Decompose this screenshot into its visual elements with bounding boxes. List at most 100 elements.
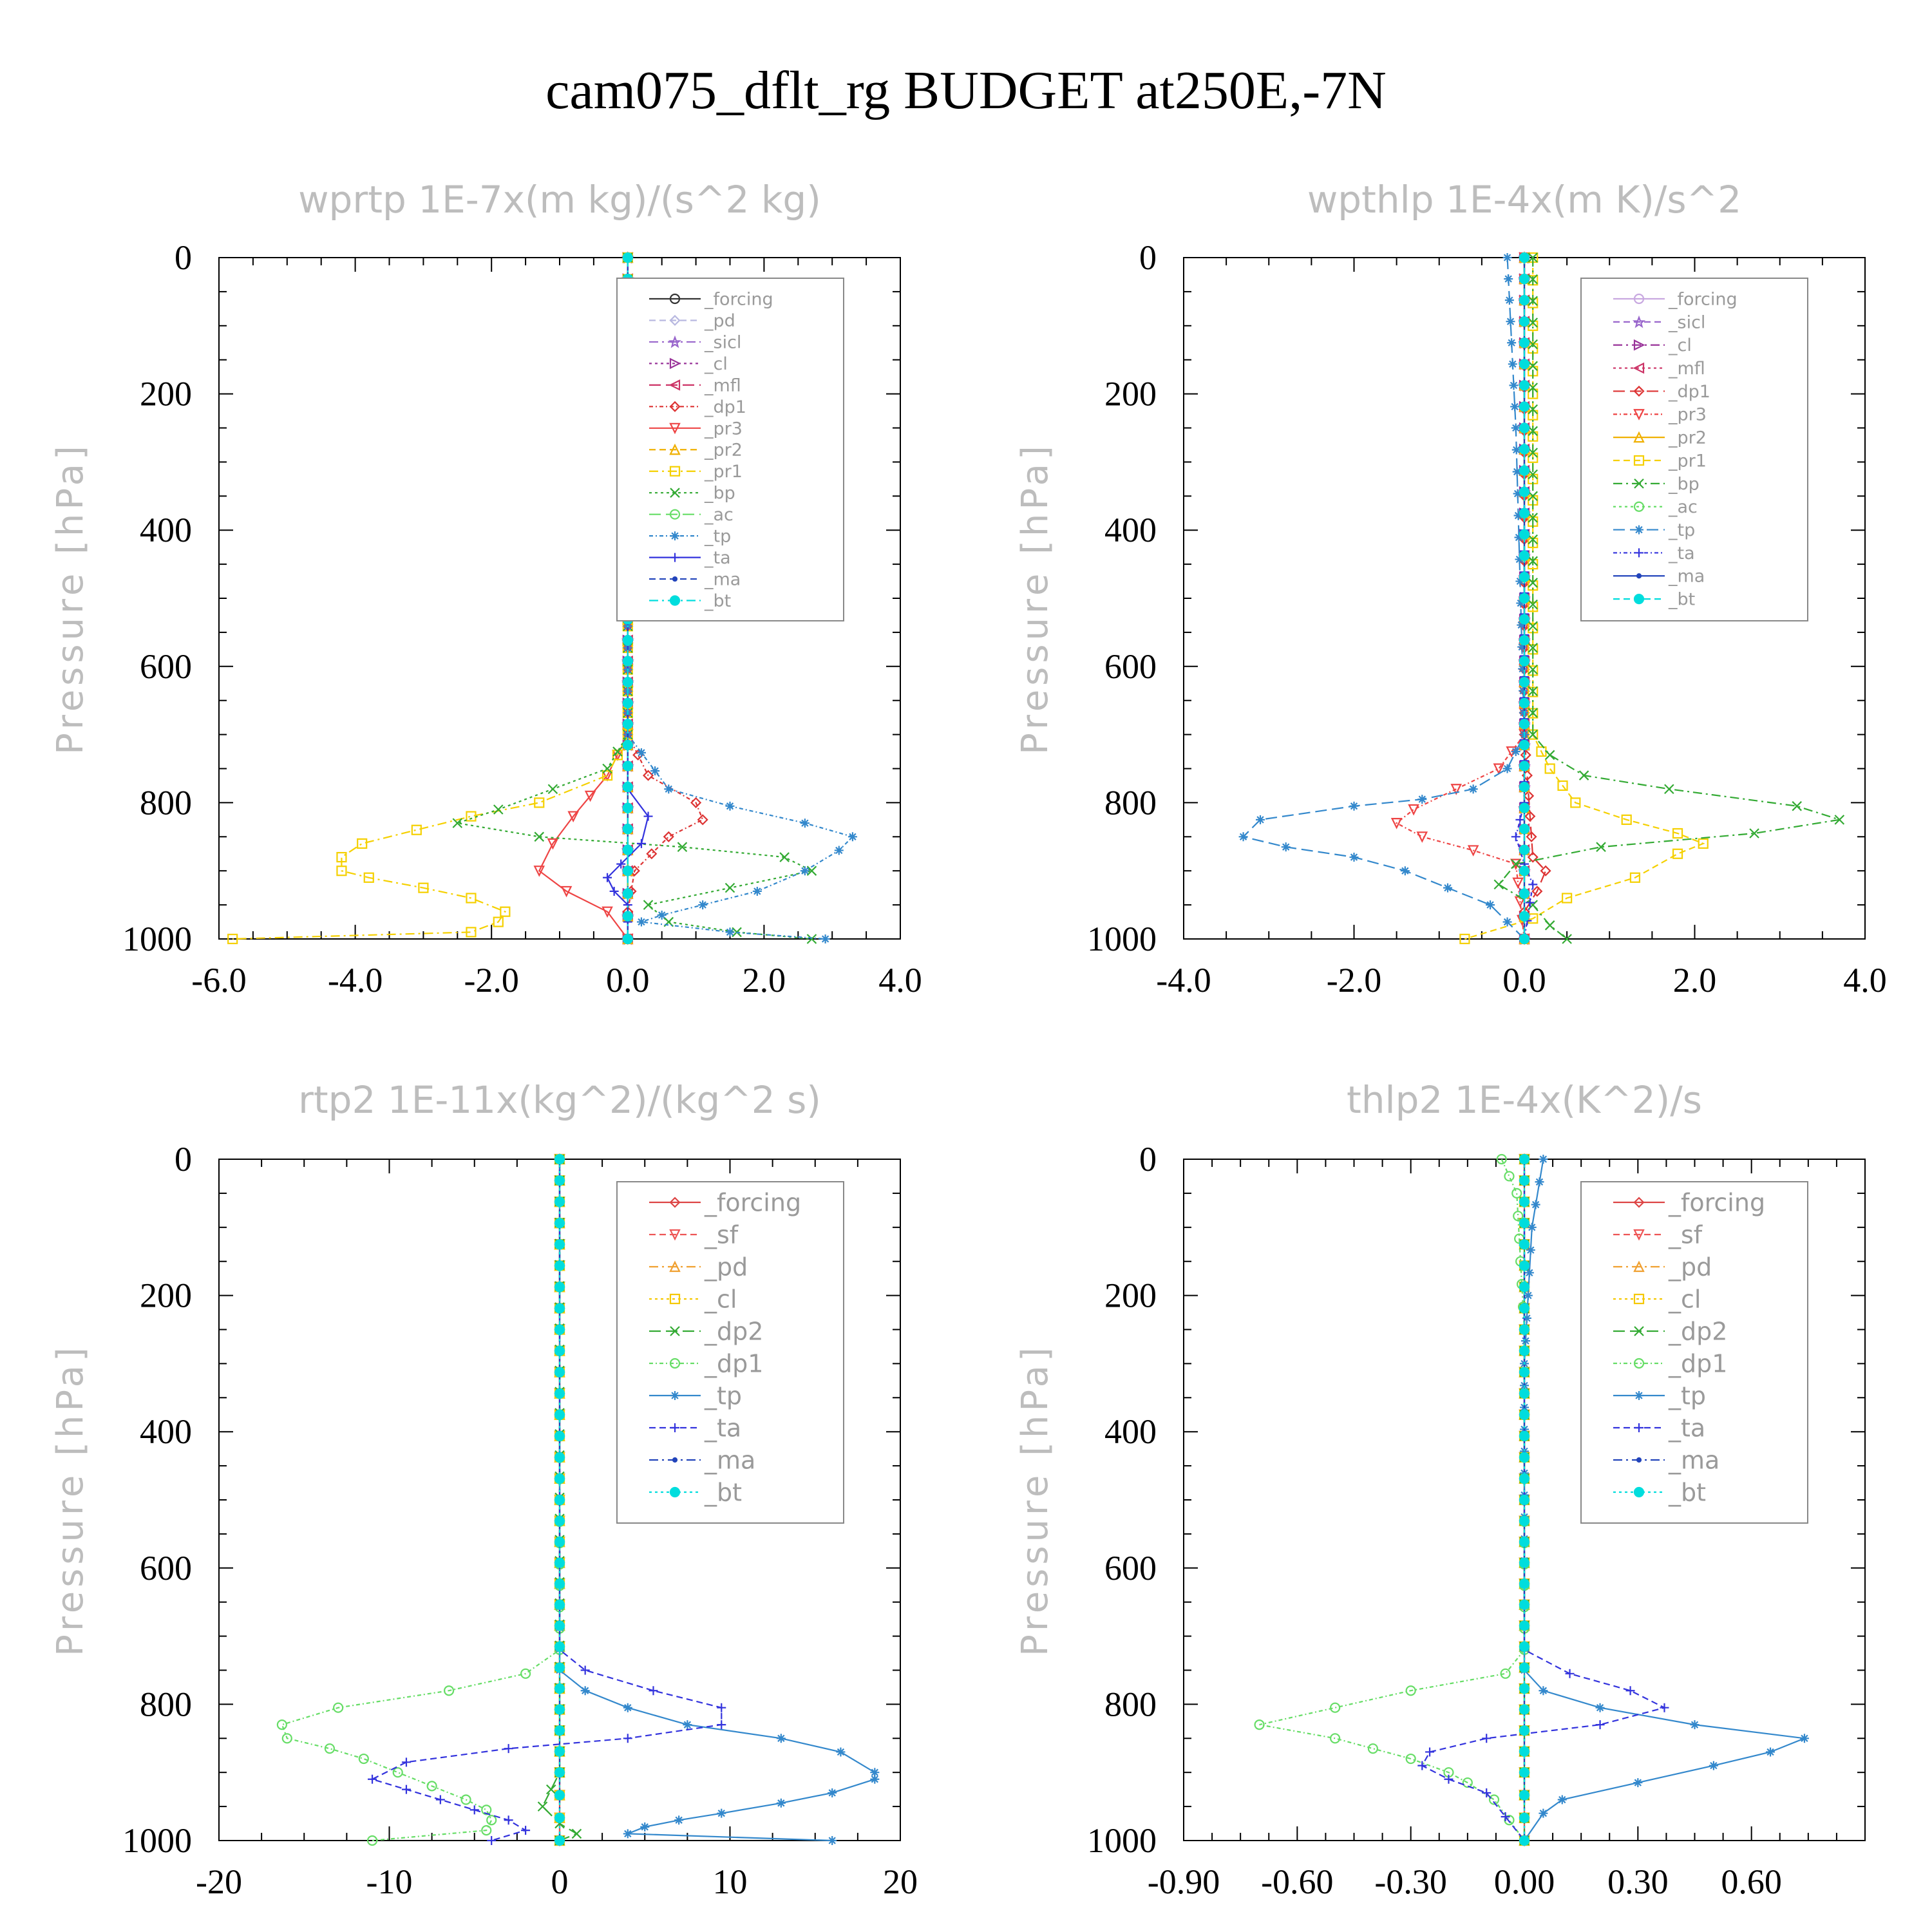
panel-3-legend-marker	[669, 1486, 681, 1498]
panel-3-legend-marker	[669, 1229, 681, 1241]
panel-4-line-ta	[1421, 1159, 1667, 1841]
panel-4-point-bt	[1519, 1324, 1530, 1335]
panel-2-point-bp	[1528, 729, 1539, 740]
panel-4-point-bt	[1519, 1515, 1530, 1526]
panel-3-legend-label: _bt	[704, 1478, 742, 1506]
panel-2-point-bt	[1519, 273, 1530, 285]
panel-4-xtick-label: 0.30	[1607, 1862, 1669, 1901]
panel-3-point-ta	[504, 1744, 513, 1754]
panel-2-legend-marker	[1633, 293, 1645, 305]
panel-2-legend-label: _pr3	[1668, 405, 1707, 425]
panel-2-legend-label: _dp1	[1668, 382, 1710, 402]
panel-2-legend-marker	[1633, 409, 1645, 421]
panel-2-xtick-label: -2.0	[1327, 961, 1381, 999]
panel-2-series-pr3	[1390, 252, 1530, 945]
panel-4-series-dp1	[1254, 1153, 1530, 1846]
panel-3-point-dp1	[481, 1825, 492, 1836]
panel-4-point-dp1	[1330, 1702, 1341, 1713]
panel-2-point-bp	[1528, 274, 1539, 285]
panel-1-legend-marker	[669, 443, 681, 455]
panel-4-point-tp	[1539, 1155, 1548, 1164]
panel-4-point-bt	[1519, 1260, 1530, 1271]
panel-3-legend-marker	[669, 1197, 681, 1208]
panel-2-point-tp	[1502, 917, 1512, 927]
panel-3-legend-marker	[669, 1293, 681, 1305]
panel-4-point-bt	[1519, 1494, 1530, 1506]
panel-1-point-bt	[622, 697, 633, 708]
panel-1-legend-marker	[669, 422, 681, 435]
panel-1-point-tp	[820, 934, 830, 943]
panel-4-point-bt	[1519, 1175, 1530, 1186]
panel-4-series-bt	[1519, 1153, 1530, 1846]
panel-2-point-bp	[1528, 469, 1539, 480]
panel-2-point-bp	[1528, 643, 1539, 653]
panel-4-point-dp1	[1367, 1743, 1378, 1754]
panel-4-ytick-label: 800	[1104, 1685, 1157, 1723]
panel-2-point-bt	[1519, 823, 1530, 835]
panel-4-ytick-label: 0	[1139, 1140, 1157, 1179]
panel-1-series-pr1	[227, 252, 633, 945]
panel-4-legend-marker	[1633, 1358, 1645, 1369]
panel-2-point-dp1	[1527, 851, 1539, 863]
panel-4-point-tp	[1690, 1720, 1700, 1730]
panel-2-legend-marker	[1636, 573, 1642, 579]
panel-4-legend-label: _pd	[1668, 1253, 1712, 1281]
panel-2-point-bp	[1528, 599, 1539, 610]
panel-4-point-dp1	[1496, 1153, 1507, 1165]
panel-1-point-pr1	[601, 770, 613, 781]
panel-2-point-bt	[1519, 933, 1530, 945]
panel-3-point-bt	[554, 1746, 565, 1757]
panel-2-point-bp	[1544, 920, 1555, 931]
panel-1-point-tp	[650, 766, 660, 776]
panel-2-point-pr1	[1570, 797, 1581, 808]
panel-3-point-bt	[554, 1620, 565, 1631]
panel-2-point-bp	[1528, 621, 1539, 632]
panel-4-point-ta	[1482, 1734, 1492, 1743]
panel-2-point-tp	[1515, 554, 1524, 564]
panel-2-point-tp	[1514, 533, 1524, 542]
panel-1-point-ta	[603, 873, 612, 882]
panel-2-point-tp	[1511, 445, 1521, 455]
panel-3-legend-marker	[670, 1423, 679, 1432]
panel-4-point-bt	[1519, 1409, 1530, 1420]
panel-3-point-ta	[717, 1703, 726, 1712]
panel-1-point-bp	[806, 866, 817, 876]
panel-2-point-tp	[1512, 467, 1522, 477]
panel-3-point-tp	[623, 1703, 632, 1712]
panel-4-point-bt	[1519, 1430, 1530, 1441]
panel-4-legend-label: _dp2	[1668, 1317, 1727, 1345]
panel-1-point-pr3	[584, 790, 596, 802]
panel-2-point-pr1	[1629, 872, 1641, 883]
panel-4-point-tp	[1539, 1686, 1548, 1696]
panel-3-legend-label: _dp2	[704, 1317, 763, 1345]
panel-2-point-bp	[1528, 686, 1539, 697]
panel-3-xtick-label: 0	[551, 1862, 569, 1901]
panel-1-point-ta	[636, 838, 646, 848]
panel-4-point-tp	[1531, 1200, 1540, 1209]
panel-2-point-bp	[1578, 770, 1589, 781]
panel-4-point-bt	[1519, 1835, 1530, 1846]
panel-2-legend-label: _mfl	[1668, 359, 1705, 379]
panel-4-point-tp	[1535, 1177, 1544, 1187]
panel-1-legend-label: _tp	[704, 527, 731, 547]
panel-3-point-bt	[554, 1239, 565, 1250]
panel-3-ytick-label: 400	[140, 1412, 192, 1451]
panel-3-point-bt	[554, 1641, 565, 1652]
panel-3-point-dp1	[426, 1781, 437, 1792]
panel-3-point-dp2	[537, 1801, 548, 1812]
panel-2-point-bp	[1528, 534, 1539, 545]
panel-1-legend-label: _pr1	[704, 462, 743, 482]
panel-4-point-bt	[1519, 1704, 1530, 1715]
panel-1-point-dp1	[663, 831, 674, 842]
panel-2-point-bt	[1519, 911, 1530, 922]
panel-2-point-pr3	[1450, 784, 1462, 795]
panel-1-legend-label: _bt	[704, 591, 731, 611]
panel-2-point-bp	[1528, 426, 1539, 437]
panel-2-point-tp	[1511, 423, 1520, 433]
panel-3-ytick-label: 600	[140, 1549, 192, 1587]
panel-1-point-tp	[657, 910, 667, 920]
panel-3-ytick-label: 800	[140, 1685, 192, 1723]
panel-2-point-tp	[1513, 511, 1523, 520]
panel-1-point-pr1	[493, 916, 504, 927]
panel-4-legend-marker	[1634, 1326, 1644, 1336]
